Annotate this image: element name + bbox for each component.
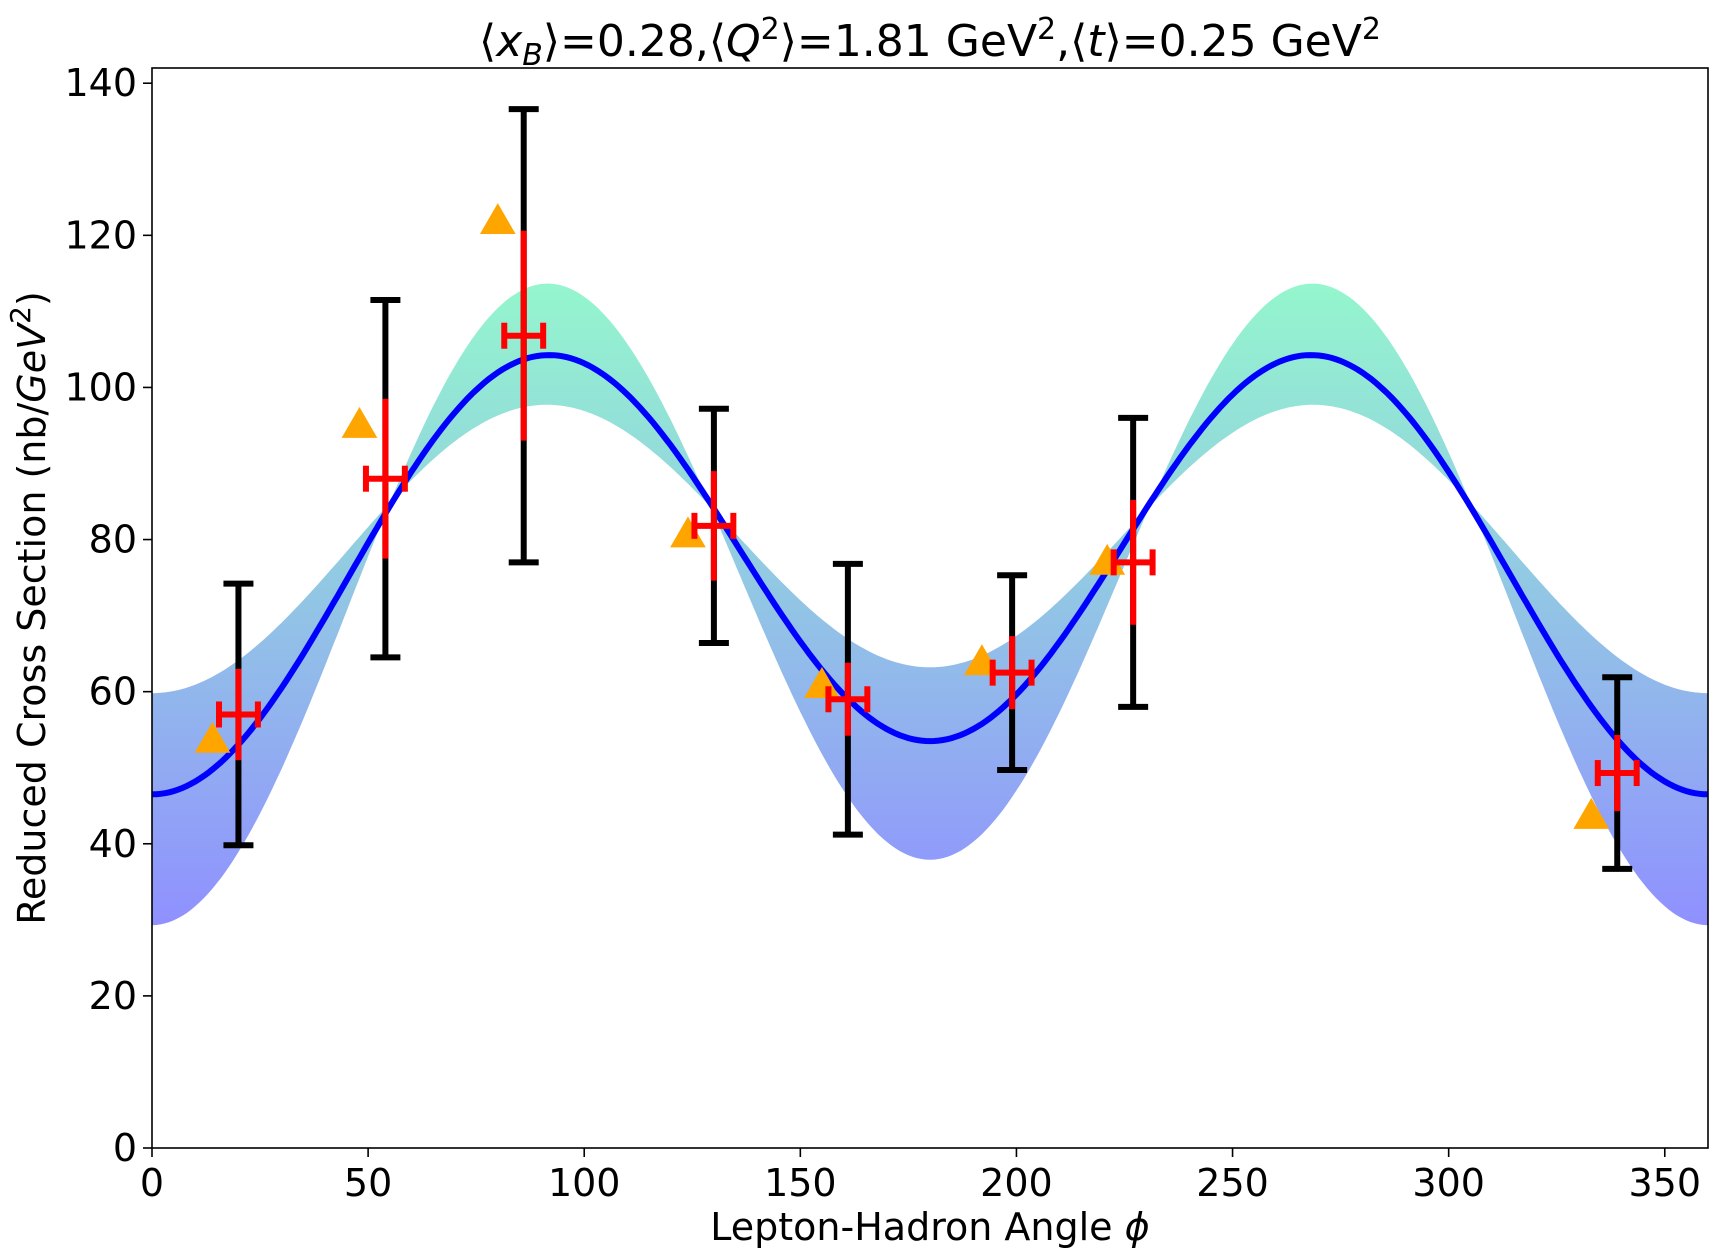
y-axis: 0 20 40 60 80 100 120 140 [64, 61, 152, 1170]
fit-curve [152, 352, 1708, 798]
x-tick-label: 50 [344, 1161, 392, 1205]
model-point [479, 203, 516, 235]
x-tick-label: 200 [980, 1161, 1053, 1205]
x-tick-label: 250 [1196, 1161, 1269, 1205]
data-point [989, 572, 1035, 773]
y-tick-label: 80 [89, 518, 137, 562]
y-axis-label: Reduced Cross Section (nb/GeV2) [4, 291, 54, 925]
data-point [691, 405, 737, 646]
y-tick-label: 120 [64, 213, 137, 257]
y-tick-label: 20 [89, 974, 137, 1018]
x-axis-label: Lepton-Hadron Angle ϕ [710, 1205, 1149, 1249]
x-tick-label: 150 [764, 1161, 837, 1205]
data-point [215, 580, 261, 849]
chart-title: ⟨xB⟩=0.28,⟨Q2⟩=1.81 GeV2,⟨t⟩=0.25 GeV2 [479, 12, 1381, 73]
y-tick-label: 100 [64, 365, 137, 409]
x-axis: 0 50 100 150 200 250 300 350 [140, 1148, 1701, 1205]
x-tick-label: 100 [548, 1161, 621, 1205]
plot-frame [151, 67, 1709, 1149]
y-tick-label: 140 [64, 61, 137, 105]
model-point [194, 721, 231, 753]
y-tick-label: 40 [89, 822, 137, 866]
data-point [825, 560, 871, 838]
y-tick-label: 60 [89, 670, 137, 714]
data-point [362, 296, 408, 661]
points-layer [194, 106, 1640, 872]
data-point [501, 106, 547, 566]
model-point [1573, 797, 1610, 829]
fit-uncertainty-band [152, 283, 1708, 926]
model-point [670, 516, 706, 548]
x-tick-label: 300 [1412, 1161, 1485, 1205]
x-tick-label: 0 [140, 1161, 164, 1205]
model-point [341, 406, 378, 438]
plot-area [152, 283, 1708, 926]
data-point [1110, 414, 1156, 710]
data-point [1594, 674, 1640, 872]
x-tick-label: 350 [1629, 1161, 1702, 1205]
y-tick-label: 0 [113, 1126, 137, 1170]
